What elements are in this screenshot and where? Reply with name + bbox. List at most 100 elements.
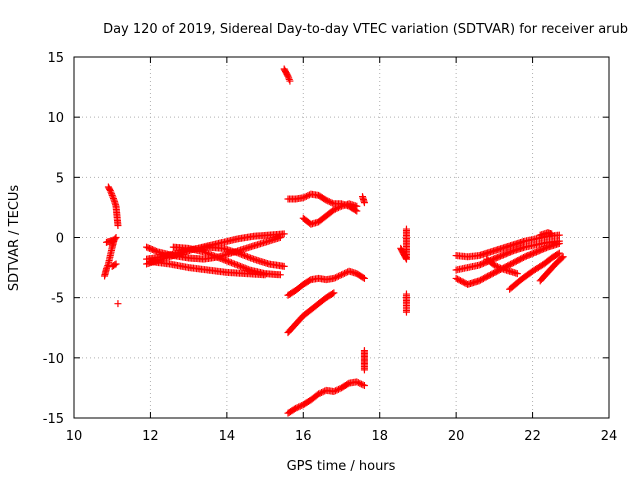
data-point bbox=[103, 263, 111, 271]
data-point bbox=[402, 225, 410, 233]
series-26 bbox=[536, 229, 556, 239]
x-tick-label-0: 10 bbox=[66, 429, 83, 444]
data-point bbox=[106, 187, 114, 195]
data-point bbox=[243, 265, 251, 273]
data-point bbox=[359, 381, 367, 389]
x-tick-label-2: 14 bbox=[219, 429, 236, 444]
data-point bbox=[330, 289, 338, 297]
data-point bbox=[360, 382, 368, 390]
series-17 bbox=[360, 347, 368, 374]
data-point bbox=[242, 252, 250, 260]
series-14 bbox=[284, 267, 368, 299]
data-point bbox=[214, 253, 222, 261]
series-9 bbox=[146, 258, 269, 279]
data-point bbox=[338, 271, 345, 279]
data-point bbox=[235, 262, 243, 270]
data-point bbox=[331, 205, 339, 213]
data-point bbox=[558, 254, 566, 262]
series-8 bbox=[169, 243, 284, 279]
data-point bbox=[304, 192, 312, 200]
data-point bbox=[224, 258, 232, 266]
y-tick-label-2: 5 bbox=[56, 171, 64, 186]
data-point bbox=[336, 203, 344, 211]
data-point bbox=[339, 270, 347, 278]
data-point bbox=[331, 387, 339, 395]
data-point bbox=[299, 194, 307, 202]
data-point bbox=[315, 390, 323, 398]
data-point bbox=[324, 197, 332, 205]
series-4 bbox=[114, 300, 122, 308]
data-point bbox=[548, 230, 556, 238]
x-tick-labels: 10 12 14 16 18 20 22 24 bbox=[66, 429, 618, 444]
data-point bbox=[102, 265, 110, 273]
data-point bbox=[493, 263, 501, 271]
series-1 bbox=[104, 183, 122, 229]
y-tick-labels: 15 10 5 0 -5 -10 -15 bbox=[43, 51, 64, 427]
data-point bbox=[555, 249, 563, 257]
data-point bbox=[354, 379, 362, 387]
data-point bbox=[248, 255, 256, 263]
data-point bbox=[237, 250, 245, 258]
y-tick-label-0: 15 bbox=[47, 51, 64, 66]
y-tick-label-3: 0 bbox=[56, 232, 64, 247]
data-point bbox=[285, 75, 293, 83]
series-20 bbox=[452, 231, 563, 261]
data-point bbox=[360, 274, 368, 282]
data-point bbox=[112, 260, 120, 268]
data-point bbox=[360, 366, 368, 374]
data-point bbox=[496, 264, 504, 272]
data-point bbox=[203, 249, 211, 257]
series-15 bbox=[284, 289, 338, 337]
data-point bbox=[513, 270, 521, 278]
y-tick-label-6: -15 bbox=[43, 412, 64, 427]
data-point bbox=[229, 259, 237, 267]
data-point bbox=[327, 198, 335, 206]
data-point bbox=[334, 204, 342, 212]
data-point bbox=[342, 269, 350, 277]
data-point bbox=[236, 250, 244, 258]
data-point bbox=[227, 259, 235, 267]
x-tick-label-1: 12 bbox=[142, 429, 159, 444]
data-point bbox=[244, 265, 252, 273]
axis-ticks bbox=[73, 56, 610, 419]
data-point bbox=[555, 231, 563, 239]
series-3 bbox=[108, 260, 120, 270]
data-point bbox=[328, 199, 336, 207]
data-point bbox=[232, 261, 240, 269]
data-point bbox=[237, 262, 245, 270]
data-point bbox=[333, 273, 341, 281]
data-point bbox=[234, 249, 242, 257]
data-point bbox=[295, 403, 303, 411]
data-point bbox=[341, 269, 349, 277]
series-25 bbox=[536, 253, 567, 285]
data-point bbox=[240, 264, 248, 272]
data-point bbox=[231, 260, 238, 268]
data-point bbox=[330, 206, 338, 214]
data-point bbox=[212, 253, 220, 261]
data-point bbox=[359, 274, 367, 282]
data-point bbox=[221, 256, 229, 264]
data-point bbox=[325, 198, 333, 206]
data-point bbox=[209, 252, 217, 260]
data-point bbox=[555, 240, 563, 248]
data-point bbox=[333, 204, 341, 212]
data-point bbox=[286, 77, 294, 85]
data-point bbox=[215, 254, 223, 262]
data-point bbox=[490, 261, 498, 269]
data-point bbox=[554, 250, 562, 258]
data-point bbox=[356, 379, 364, 387]
y-tick-label-1: 10 bbox=[47, 111, 64, 126]
data-point bbox=[293, 404, 301, 412]
data-point bbox=[292, 404, 300, 412]
data-point bbox=[243, 253, 251, 261]
data-point bbox=[353, 202, 361, 210]
data-point bbox=[559, 253, 567, 261]
data-point bbox=[353, 378, 361, 386]
y-tick-label-4: -5 bbox=[51, 292, 64, 307]
y-axis-label: SDTVAR / TECUs bbox=[7, 185, 22, 292]
data-point bbox=[240, 252, 248, 260]
series-23 bbox=[483, 255, 521, 278]
data-point bbox=[153, 247, 161, 255]
data-point bbox=[296, 402, 304, 410]
